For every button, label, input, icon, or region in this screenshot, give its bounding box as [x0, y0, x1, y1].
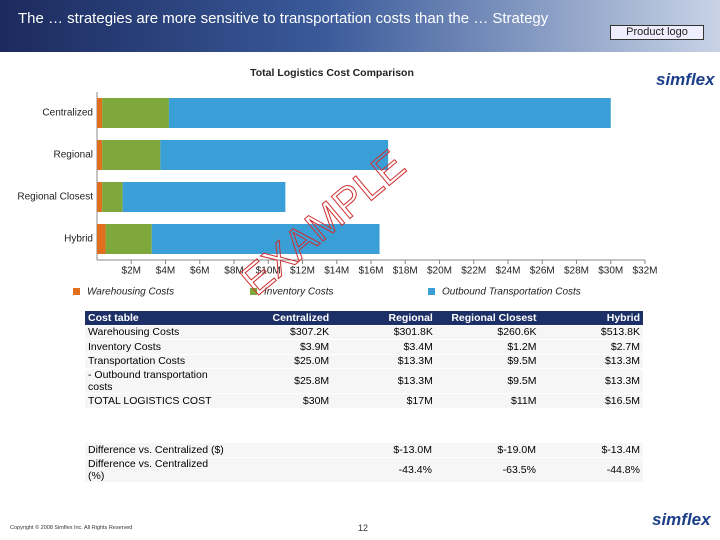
- table-cell: $13.3M: [332, 368, 436, 394]
- legend-label: Outbound Transportation Costs: [442, 287, 581, 298]
- x-tick-label: $8M: [224, 266, 243, 277]
- bar-segment: [97, 182, 103, 212]
- table-cell: $16.5M: [539, 393, 643, 409]
- slide-title: The … strategies are more sensitive to t…: [18, 10, 549, 27]
- table-row: Transportation Costs $25.0M $13.3M $9.5M $13…: [85, 354, 643, 369]
- table-cell: Regional: [332, 311, 436, 326]
- table-cell: Regional Closest: [435, 311, 540, 326]
- y-tick-label: Centralized: [42, 108, 93, 119]
- bar-segment: [160, 140, 389, 170]
- bar-segment: [102, 182, 123, 212]
- legend-swatch: [73, 288, 80, 295]
- difference-table: Difference vs. Centralized ($) $-13.0M $-1…: [85, 443, 643, 483]
- table-cell: Difference vs. Centralized ($): [85, 443, 229, 458]
- table-cell: -63.5%: [434, 457, 539, 483]
- table-cell: $30M: [227, 393, 333, 409]
- table-cell: Hybrid: [539, 311, 643, 326]
- bar-segment: [97, 224, 106, 254]
- table-cell: $1.2M: [435, 339, 540, 355]
- table-cell: $307.2K: [227, 325, 333, 340]
- table-row: Cost table Centralized Regional Regional Cl…: [85, 311, 643, 326]
- table-cell: TOTAL LOGISTICS COST: [85, 393, 228, 409]
- table-cell: $25.0M: [227, 354, 333, 369]
- footer-brand: simflex: [652, 510, 711, 529]
- table-cell: $513.8K: [539, 325, 643, 340]
- x-tick-label: $6M: [190, 266, 209, 277]
- x-tick-label: $14M: [324, 266, 349, 277]
- x-tick-label: $20M: [427, 266, 452, 277]
- x-tick-label: $18M: [393, 266, 418, 277]
- table-cell: $13.3M: [539, 368, 643, 394]
- table-cell: Transportation Costs: [85, 354, 228, 369]
- table-row: - Outbound transportation costs $25.8M $13…: [85, 368, 643, 394]
- copyright: Copyright © 2008 Simflex Inc. All Rights…: [10, 525, 133, 531]
- table-row: Difference vs. Centralized (%) -43.4% -63.…: [85, 457, 643, 483]
- table-cell: - Outbound transportation costs: [85, 368, 228, 394]
- legend-label: Warehousing Costs: [87, 287, 174, 298]
- table-cell: $-13.4M: [538, 443, 643, 458]
- table-cell: $13.3M: [332, 354, 436, 369]
- bar-segment: [122, 182, 286, 212]
- table-cell: $25.8M: [227, 368, 333, 394]
- bar-segment: [102, 140, 161, 170]
- bar-segment: [102, 98, 169, 128]
- x-tick-label: $26M: [530, 266, 555, 277]
- brand-logo: simflex: [656, 70, 715, 89]
- title-bar: [0, 0, 720, 52]
- table-cell: [228, 443, 331, 458]
- chart: Total Logistics Cost Comparison $2M $4M $6…: [17, 67, 657, 305]
- x-tick-label: $16M: [358, 266, 383, 277]
- x-tick-label: $24M: [495, 266, 520, 277]
- table-cell: $2.7M: [539, 339, 643, 355]
- table-cell: $301.8K: [332, 325, 436, 340]
- table-cell: Difference vs. Centralized (%): [85, 457, 229, 483]
- bar-segment: [105, 224, 152, 254]
- table-cell: $17M: [332, 393, 436, 409]
- table-row: TOTAL LOGISTICS COST $30M $17M $11M $16.5M: [85, 393, 643, 409]
- table-cell: $11M: [435, 393, 540, 409]
- legend-swatch: [428, 288, 435, 295]
- table-cell: -43.4%: [330, 457, 435, 483]
- table-row: Warehousing Costs $307.2K $301.8K $260.6K $5…: [85, 325, 643, 340]
- bar-segment: [97, 140, 103, 170]
- y-tick-label: Regional Closest: [17, 192, 93, 203]
- legend-label: Inventory Costs: [264, 287, 333, 298]
- x-tick-label: $30M: [598, 266, 623, 277]
- table-cell: $9.5M: [435, 354, 540, 369]
- page-number: 12: [358, 523, 369, 533]
- bar-segment: [151, 224, 380, 254]
- x-tick-label: $4M: [156, 266, 175, 277]
- x-tick-label: $22M: [461, 266, 486, 277]
- table-cell: Cost table: [85, 311, 228, 326]
- x-tick-label: $2M: [122, 266, 141, 277]
- y-tick-label: Hybrid: [64, 234, 93, 245]
- x-tick-label: $28M: [564, 266, 589, 277]
- table-row: Difference vs. Centralized ($) $-13.0M $-1…: [85, 443, 643, 458]
- y-tick-label: Regional: [54, 150, 93, 161]
- table-cell: Inventory Costs: [85, 339, 228, 355]
- table-cell: $-13.0M: [330, 443, 435, 458]
- table-cell: -44.8%: [538, 457, 643, 483]
- legend-swatch: [250, 288, 257, 295]
- bar-segment: [97, 98, 103, 128]
- product-logo: Product logo: [610, 25, 704, 40]
- table-cell: Centralized: [227, 311, 333, 326]
- table-cell: $3.9M: [227, 339, 333, 355]
- table-row: Inventory Costs $3.9M $3.4M $1.2M $2.7M: [85, 339, 643, 355]
- x-tick-label: $32M: [632, 266, 657, 277]
- table-cell: $260.6K: [435, 325, 540, 340]
- cost-table: Cost table Centralized Regional Regional Cl…: [85, 311, 643, 409]
- table-cell: Warehousing Costs: [85, 325, 228, 340]
- table-cell: $13.3M: [539, 354, 643, 369]
- bar-segment: [168, 98, 611, 128]
- table-cell: $3.4M: [332, 339, 436, 355]
- chart-title: Total Logistics Cost Comparison: [250, 67, 414, 79]
- table-cell: [228, 457, 331, 483]
- x-tick-label: $12M: [290, 266, 315, 277]
- table-cell: $9.5M: [435, 368, 540, 394]
- table-cell: $-19.0M: [434, 443, 539, 458]
- x-tick-label: $10M: [256, 266, 281, 277]
